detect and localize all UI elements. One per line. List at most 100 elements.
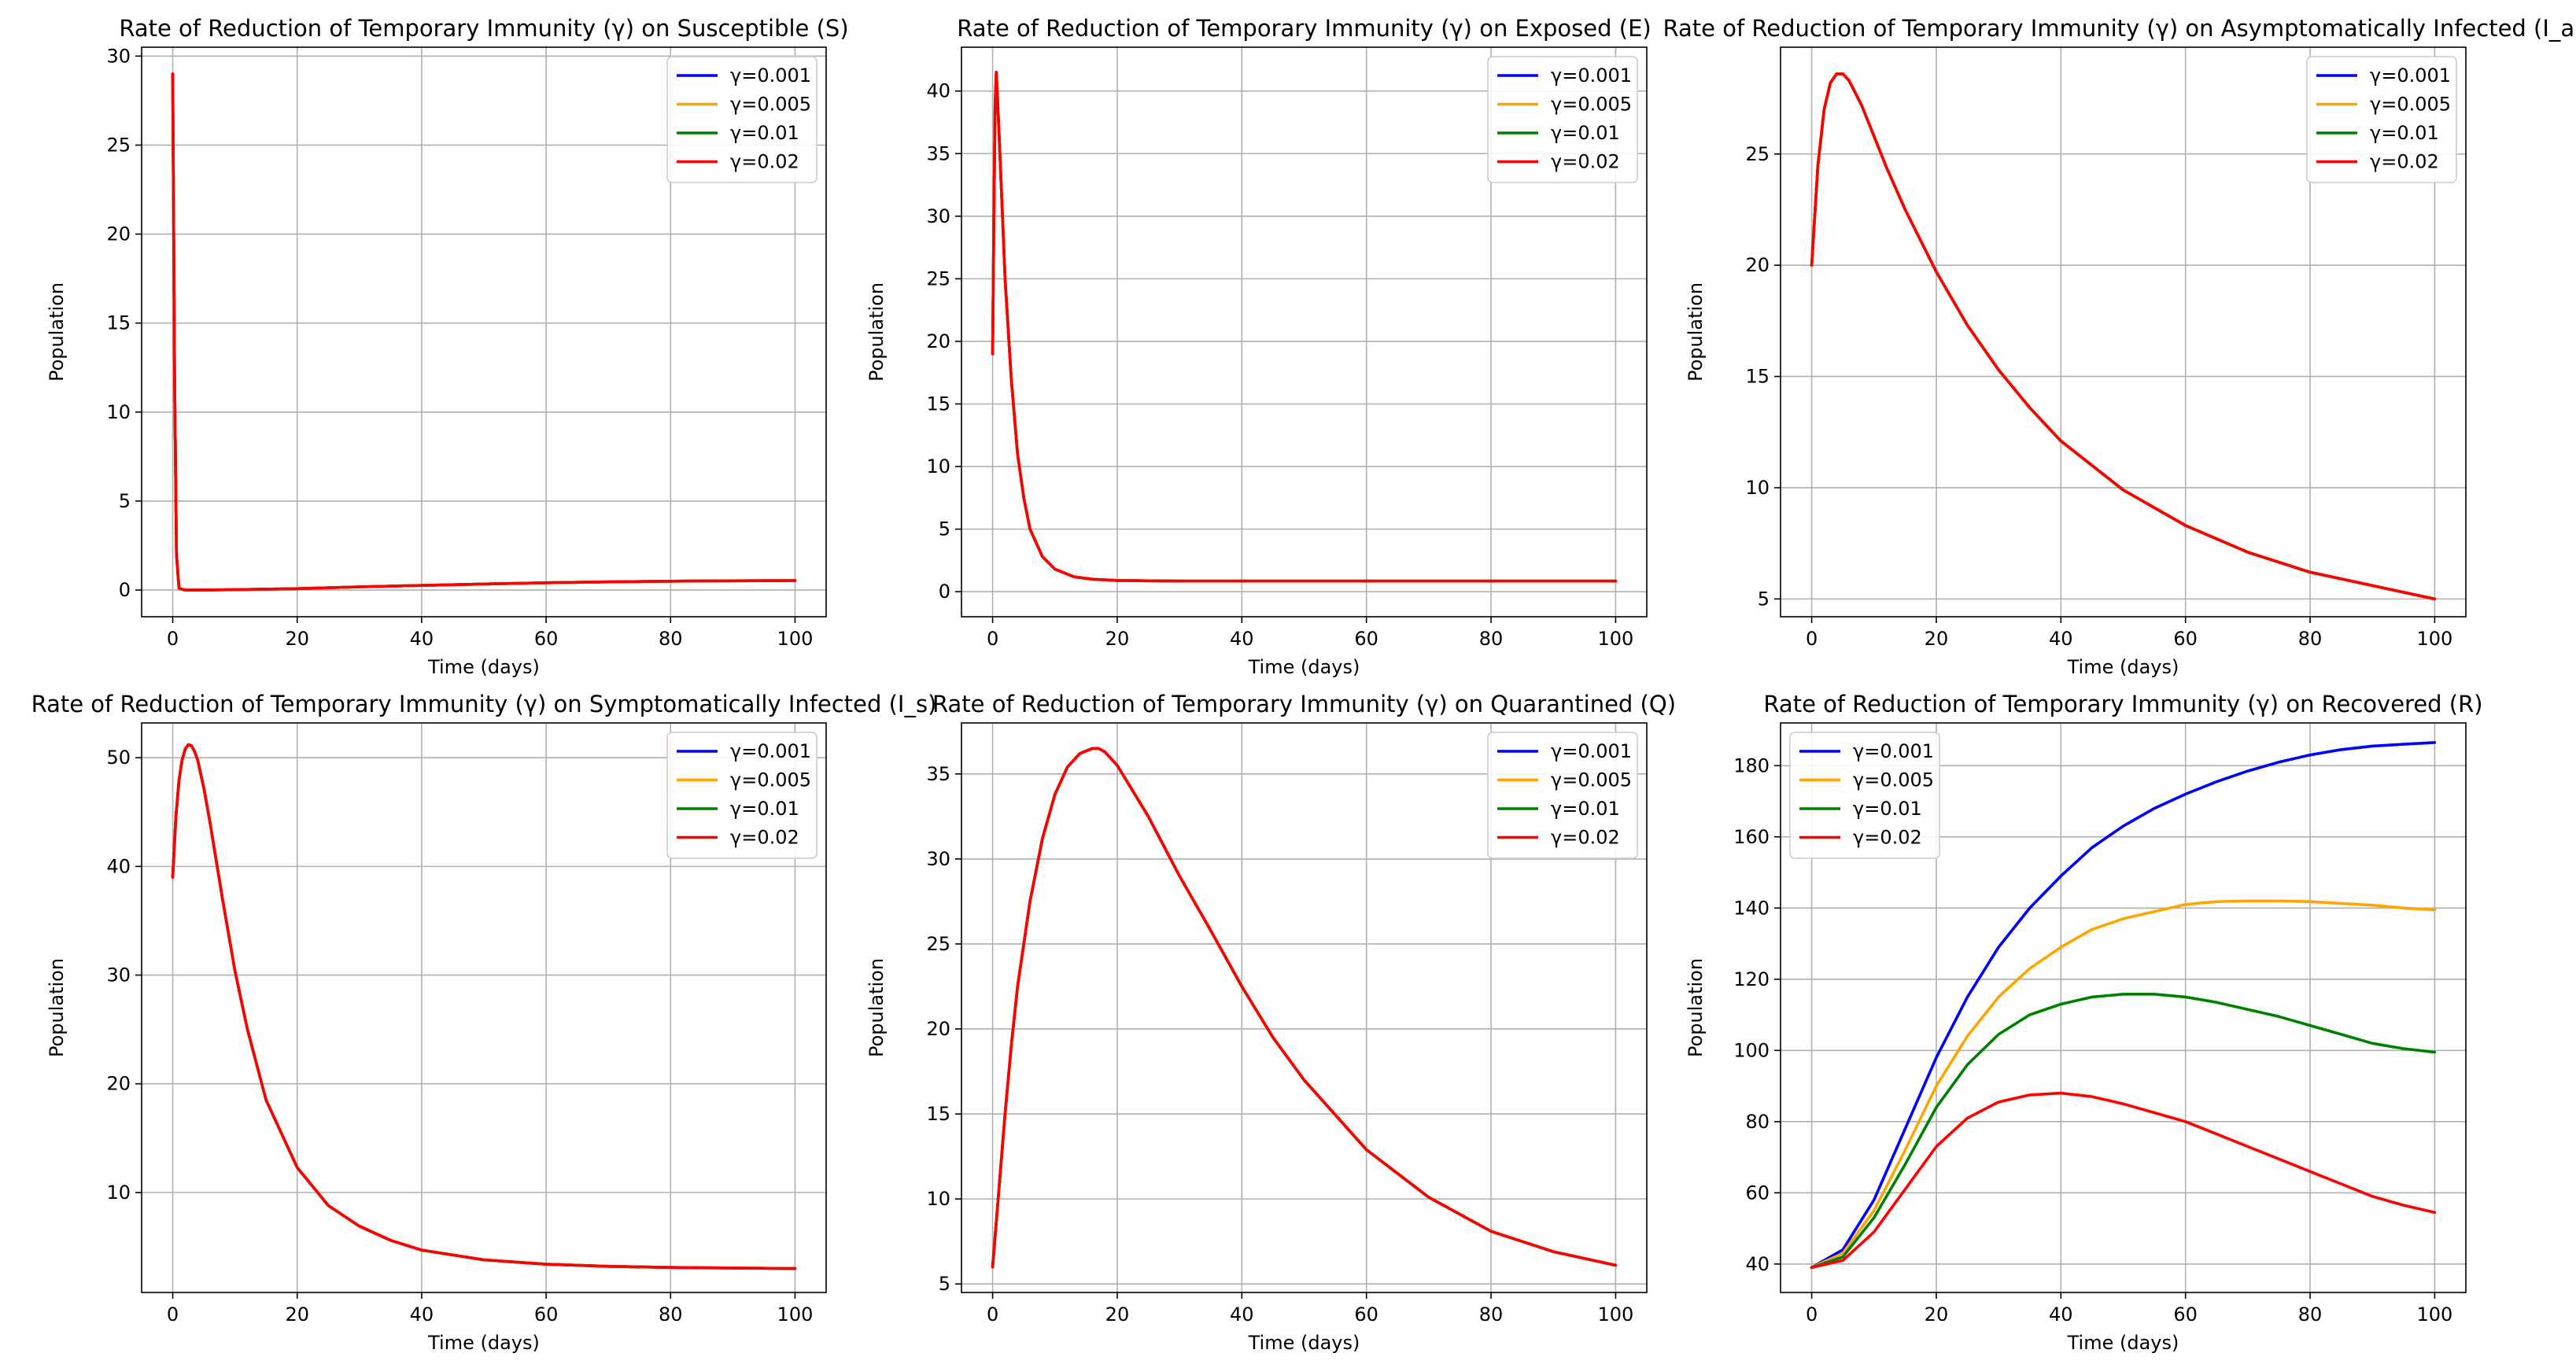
x-tick-label: 40: [410, 1303, 434, 1326]
y-tick-label: 20: [926, 1018, 950, 1040]
y-tick-label: 15: [926, 393, 950, 415]
series-line-4: [991, 71, 1618, 583]
y-tick-label: 5: [939, 1273, 950, 1295]
x-axis-label: Time (days): [2067, 1332, 2179, 1354]
axes-frame: [1780, 722, 2467, 1293]
legend-label: γ=0.001: [1551, 740, 1632, 762]
legend-box: [666, 732, 817, 859]
grid: [1781, 723, 2466, 1292]
x-tick-label: 0: [987, 1303, 998, 1326]
x-tick-label: 40: [2049, 1303, 2073, 1326]
y-tick-label: 25: [106, 134, 131, 156]
y-tick-label: 20: [1745, 254, 1770, 276]
legend-label: γ=0.01: [730, 798, 799, 820]
series-line-2: [1810, 899, 2437, 1270]
legend: γ=0.001 γ=0.005 γ=0.01 γ=0.02: [1487, 56, 1638, 183]
series-line-4: [1810, 1091, 2437, 1270]
y-tick-label: 120: [1733, 968, 1770, 990]
y-tick-label: 10: [926, 1188, 950, 1210]
y-tick-label: 5: [939, 518, 950, 540]
y-tick-label: 25: [926, 267, 950, 289]
x-tick-label: 20: [1925, 628, 1949, 650]
x-tick-label: 0: [987, 628, 998, 650]
legend-label: γ=0.005: [1853, 769, 1934, 791]
legend-label: γ=0.01: [1551, 122, 1620, 144]
x-tick-label: 20: [285, 628, 309, 650]
x-tick-label: 40: [2049, 628, 2073, 650]
x-tick-label: 60: [2173, 1303, 2198, 1326]
series-line-4: [171, 743, 797, 1270]
legend-label: γ=0.01: [1551, 798, 1620, 820]
legend-box: [1789, 732, 1940, 859]
legend-label: γ=0.005: [2370, 94, 2451, 116]
y-tick-label: 25: [926, 933, 950, 955]
series-line-4: [991, 747, 1618, 1269]
y-tick-label: 50: [106, 747, 131, 769]
y-axis-label: Population: [1685, 282, 1707, 382]
y-tick-label: 140: [1733, 897, 1770, 919]
x-tick-label: 80: [1479, 628, 1504, 650]
series-line-4: [171, 72, 797, 592]
x-tick-label: 60: [534, 628, 559, 650]
y-tick-label: 35: [926, 763, 950, 785]
legend-box: [1487, 56, 1638, 183]
y-tick-label: 40: [1745, 1253, 1770, 1275]
axes-frame: [961, 46, 1648, 618]
legend: γ=0.001 γ=0.005 γ=0.01 γ=0.02: [666, 732, 817, 859]
chart-title: Rate of Reduction of Temporary Immunity …: [31, 691, 937, 717]
y-tick-label: 180: [1733, 754, 1770, 776]
legend-label: γ=0.02: [2370, 151, 2439, 173]
axes-frame: [141, 46, 827, 618]
y-tick-label: 30: [106, 45, 131, 67]
x-tick-label: 100: [777, 628, 814, 650]
x-tick-label: 80: [2298, 628, 2323, 650]
x-axis-label: Time (days): [2067, 656, 2179, 678]
legend-label: γ=0.005: [730, 769, 811, 791]
legend-label: γ=0.01: [730, 122, 799, 144]
y-tick-label: 30: [926, 205, 950, 227]
legend-label: γ=0.02: [730, 827, 799, 849]
legend-label: γ=0.005: [1551, 769, 1632, 791]
legend-box: [2306, 56, 2457, 183]
x-tick-label: 80: [659, 1303, 683, 1326]
x-tick-label: 20: [1105, 628, 1130, 650]
x-tick-label: 40: [410, 628, 434, 650]
axes-frame: [1780, 46, 2467, 618]
y-tick-label: 10: [1745, 477, 1770, 499]
legend: γ=0.001 γ=0.005 γ=0.01 γ=0.02: [1487, 732, 1638, 859]
axes-frame: [141, 722, 827, 1293]
y-axis-label: Population: [865, 958, 888, 1057]
legend-label: γ=0.001: [730, 65, 811, 87]
legend-label: γ=0.005: [730, 94, 811, 116]
y-tick-label: 10: [106, 1182, 131, 1204]
legend-label: γ=0.001: [1551, 65, 1632, 87]
y-axis-label: Population: [865, 282, 888, 382]
y-tick-label: 160: [1733, 826, 1770, 848]
y-axis-label: Population: [46, 282, 68, 382]
legend: γ=0.001 γ=0.005 γ=0.01 γ=0.02: [2306, 56, 2457, 183]
y-axis-label: Population: [1685, 958, 1707, 1057]
y-tick-label: 40: [106, 855, 131, 877]
x-tick-label: 0: [1806, 1303, 1818, 1326]
x-tick-label: 20: [285, 1303, 309, 1326]
y-tick-label: 0: [939, 581, 950, 603]
subplot-2: 0 20 40 60 80 100 0 5 10 15 20 25 30 35 40 Rate of Redu…: [865, 15, 1652, 678]
y-tick-label: 0: [119, 579, 131, 601]
x-tick-label: 20: [1925, 1303, 1949, 1326]
x-tick-label: 20: [1105, 1303, 1130, 1326]
x-axis-label: Time (days): [1248, 1332, 1360, 1354]
legend: γ=0.001 γ=0.005 γ=0.01 γ=0.02: [666, 56, 817, 183]
x-tick-label: 100: [777, 1303, 814, 1326]
subplot-1: 0 20 40 60 80 100 0 5 10 15 20 25 30 Rate of Reductio…: [46, 15, 849, 678]
x-tick-label: 80: [2298, 1303, 2323, 1326]
x-tick-label: 60: [534, 1303, 559, 1326]
axes-frame: [961, 722, 1648, 1293]
chart-title: Rate of Reduction of Temporary Immunity …: [957, 15, 1651, 42]
y-tick-label: 25: [1745, 143, 1770, 165]
subplot-6: 0 20 40 60 80 100 40 60 80 100 120 140 160 180 Rate of…: [1685, 691, 2483, 1354]
y-tick-label: 35: [926, 142, 950, 164]
y-tick-label: 15: [106, 312, 131, 334]
x-tick-label: 80: [659, 628, 683, 650]
x-tick-label: 40: [1230, 1303, 1254, 1326]
subplot-4: 0 20 40 60 80 100 10 20 30 40 50 Rate of Reduction …: [31, 691, 937, 1354]
